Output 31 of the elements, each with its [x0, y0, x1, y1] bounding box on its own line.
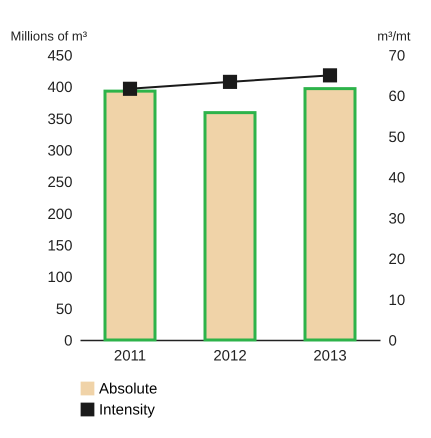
- y-tick-label: 0: [64, 332, 72, 350]
- y-tick-label: 300: [47, 142, 72, 160]
- point: [322, 68, 338, 82]
- legend-label: Absolute: [99, 380, 158, 398]
- y-axis-title: Millions of m³: [10, 28, 88, 44]
- y2-tick-label: 70: [388, 48, 406, 64]
- y-tick-label: 50: [56, 300, 72, 318]
- y-tick-label: 450: [47, 48, 72, 64]
- y2-tick-label: 40: [388, 170, 406, 187]
- x-tick-label: 2013: [313, 348, 347, 364]
- y-tick-label: 400: [47, 79, 72, 96]
- bar: [204, 111, 256, 342]
- y2-tick-label: 60: [388, 88, 406, 106]
- y-tick-label: 150: [47, 238, 72, 254]
- x-tick-label: 2011: [114, 348, 146, 364]
- y2-tick-label: 20: [388, 251, 406, 268]
- y2-tick-label: 10: [388, 292, 406, 309]
- point: [122, 82, 138, 96]
- x-tick-label: 2012: [213, 348, 247, 364]
- y-tick-label: 250: [47, 174, 72, 192]
- y2-tick-label: 30: [388, 210, 406, 228]
- y-tick-label: 350: [47, 110, 72, 128]
- y2-tick-label: 50: [388, 128, 406, 146]
- bar: [304, 87, 356, 342]
- y2-tick-label: 0: [388, 332, 397, 350]
- y-tick-label: 100: [47, 269, 72, 286]
- legend-label: Intensity: [99, 402, 156, 418]
- point: [222, 74, 238, 89]
- y-tick-label: 200: [47, 206, 72, 223]
- y2-axis-title: m³/mt: [377, 28, 411, 44]
- bar: [104, 90, 156, 342]
